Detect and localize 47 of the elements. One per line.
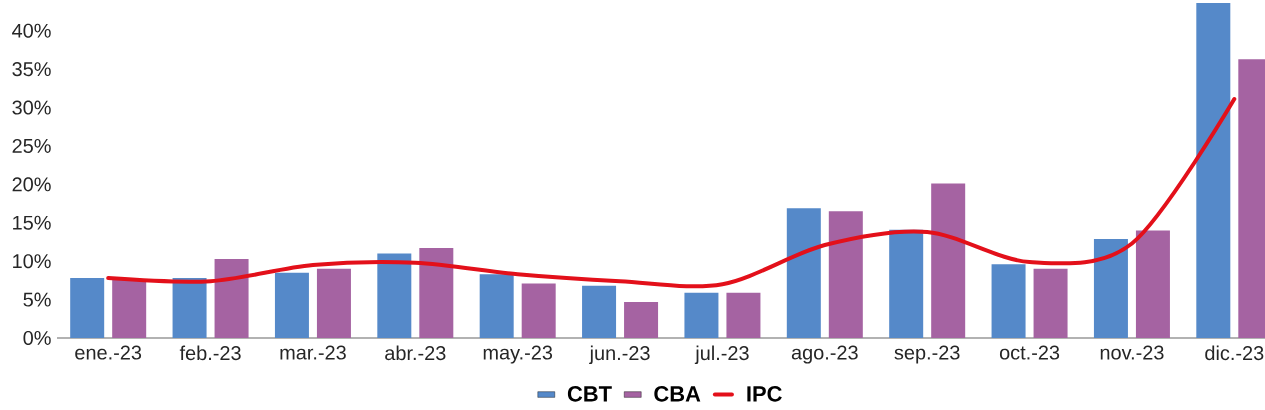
y-tick-label: 10% <box>13 254 51 269</box>
x-tick-label: abr.-23 <box>385 345 446 361</box>
bar <box>624 301 659 338</box>
bar <box>214 258 249 338</box>
x-tick-label: feb.-23 <box>179 345 241 361</box>
bar <box>1093 238 1128 338</box>
y-tick-label: 15% <box>13 215 51 230</box>
x-tick-label: nov.-23 <box>1100 345 1164 360</box>
bar <box>786 208 821 338</box>
y-tick-label: 20% <box>12 177 51 192</box>
bar <box>684 292 719 338</box>
bar <box>70 278 105 338</box>
bar <box>991 264 1026 338</box>
y-tick-label: 40% <box>12 23 51 38</box>
bar <box>521 283 556 338</box>
y-tick-label: 0% <box>23 330 51 346</box>
y-tick-label: 5% <box>23 292 51 307</box>
bar <box>1033 268 1068 338</box>
bar <box>582 285 617 338</box>
x-tick-label: sep.-23 <box>894 345 960 364</box>
bar <box>889 229 924 338</box>
bar <box>377 253 412 338</box>
bar <box>316 268 351 338</box>
x-tick-label: oct.-23 <box>999 345 1060 360</box>
x-tick-label: jul.-23 <box>694 345 749 365</box>
legend-label: CBA <box>654 386 701 402</box>
bar <box>112 279 147 338</box>
bar <box>726 292 761 338</box>
x-tick-label: jun.-23 <box>589 345 650 365</box>
bar <box>172 278 207 338</box>
x-tick-label: ene.-23 <box>75 345 142 360</box>
y-tick-label: 30% <box>12 100 51 115</box>
x-tick-label: dic.-23 <box>1205 345 1264 361</box>
bar <box>1135 230 1170 338</box>
x-tick-label: may.-23 <box>483 345 553 364</box>
legend-label: CBT <box>567 386 612 402</box>
x-tick-label: mar.-23 <box>280 345 346 360</box>
bar <box>274 272 309 338</box>
x-tick-label: ago.-23 <box>791 345 858 364</box>
bar <box>479 274 514 338</box>
legend-label: IPC <box>747 386 782 402</box>
bar <box>1196 3 1231 338</box>
y-tick-label: 35% <box>12 62 51 77</box>
bar <box>828 211 863 338</box>
bar <box>931 183 966 338</box>
bar <box>419 248 454 338</box>
y-tick-label: 25% <box>12 138 51 153</box>
